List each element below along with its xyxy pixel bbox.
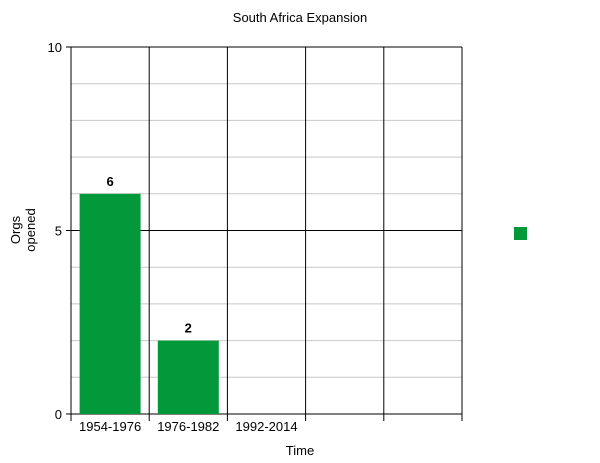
bars: 62 <box>79 174 219 414</box>
bar <box>157 340 219 414</box>
data-label: 6 <box>106 174 113 189</box>
chart-title: South Africa Expansion <box>233 10 367 25</box>
bar <box>79 193 141 414</box>
legend-swatch <box>514 227 527 240</box>
y-tick-label: 0 <box>55 407 62 422</box>
y-axis-label-line2: opened <box>23 208 38 251</box>
y-axis-label-line1: Orgs <box>8 215 23 244</box>
y-tick-label: 5 <box>55 224 62 239</box>
x-axis-ticks: 1954-1976 1976-1982 1992-2014 <box>79 419 298 434</box>
y-tick-label: 10 <box>48 40 62 55</box>
x-tick-label: 1954-1976 <box>79 419 141 434</box>
grid <box>66 46 463 421</box>
x-tick-label: 1992-2014 <box>235 419 297 434</box>
x-tick-label: 1976-1982 <box>157 419 219 434</box>
y-axis-ticks: 0 5 10 <box>48 40 62 422</box>
x-axis-label: Time <box>286 443 314 458</box>
data-label: 2 <box>185 321 192 336</box>
